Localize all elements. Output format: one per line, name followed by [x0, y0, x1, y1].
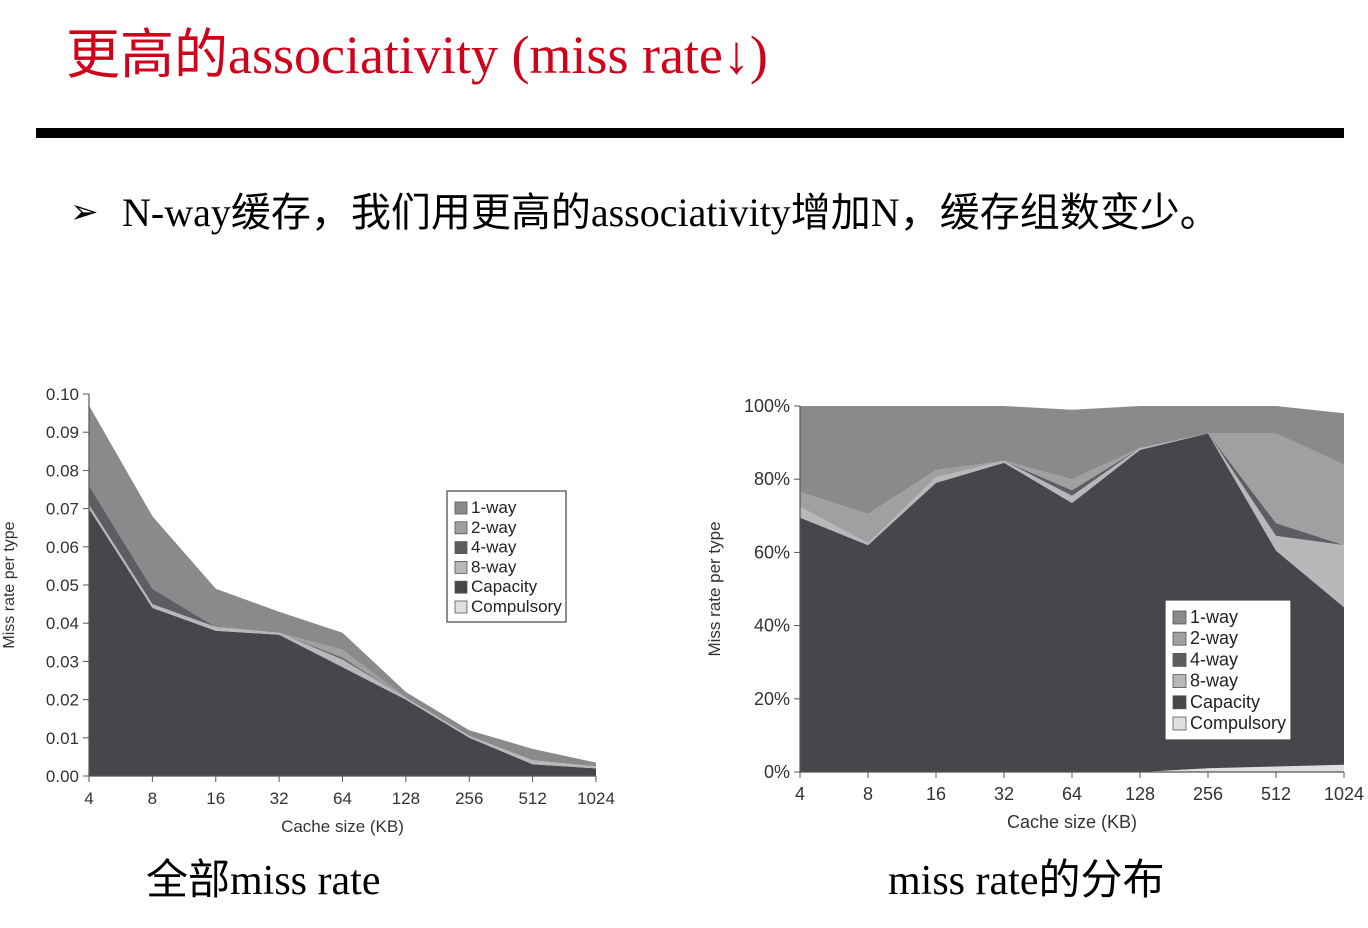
right-y-tick-label: 40% [754, 616, 790, 636]
right-x-tick-label: 512 [1261, 784, 1291, 804]
left-legend-swatch-2-way [454, 521, 468, 535]
right-x-tick-label: 256 [1193, 784, 1223, 804]
left-x-tick-label: 256 [455, 789, 483, 808]
right-x-tick-label: 1024 [1324, 784, 1364, 804]
left-y-tick-label: 0.02 [46, 691, 79, 710]
right-legend-label-4-way: 4-way [1190, 649, 1238, 669]
miss-rate-distribution-chart: 0% 20% 40% 60% 80% 100% 4 8 16 32 64 128 256 512 1024 C… [705, 396, 1364, 832]
left-legend-label-compulsory: Compulsory [471, 597, 562, 616]
right-y-tick-label: 60% [754, 542, 790, 562]
right-y-tick-label: 20% [754, 689, 790, 709]
right-y-tick-label: 0% [764, 762, 790, 782]
right-x-tick-label: 32 [994, 784, 1014, 804]
left-x-axis-label: Cache size (KB) [281, 817, 404, 836]
left-x-tick-label: 8 [148, 789, 157, 808]
right-legend-label-compulsory: Compulsory [1190, 713, 1286, 733]
left-x-tick-label: 64 [333, 789, 352, 808]
right-legend-swatch-1-way [1172, 610, 1187, 625]
right-x-tick-label: 8 [863, 784, 873, 804]
right-legend-label-8-way: 8-way [1190, 671, 1238, 691]
left-legend-swatch-4-way [454, 541, 468, 555]
title-divider [36, 128, 1344, 138]
right-y-axis-label: Miss rate per type [705, 521, 724, 656]
right-x-tick-label: 4 [795, 784, 805, 804]
right-x-tick-label: 16 [926, 784, 946, 804]
caption-total-miss-rate: 全部miss rate [146, 858, 381, 904]
left-legend-swatch-compulsory [454, 600, 468, 614]
left-x-tick-label: 4 [84, 789, 93, 808]
bullet-arrow-icon: ➢ [70, 194, 99, 231]
left-y-tick-label: 0.06 [46, 538, 79, 557]
left-y-tick-label: 0.05 [46, 576, 79, 595]
caption-miss-rate-distribution: miss rate的分布 [888, 858, 1165, 904]
left-legend-swatch-8-way [454, 560, 468, 574]
right-x-tick-label: 128 [1125, 784, 1155, 804]
bullet-text: N-way缓存，我们用更高的associativity增加N，缓存组数变少。 [122, 190, 1220, 235]
left-y-tick-label: 0.03 [46, 652, 79, 671]
right-y-tick-label: 80% [754, 469, 790, 489]
right-legend-swatch-capacity [1172, 695, 1187, 710]
right-area-compulsory [800, 764, 1344, 772]
left-x-tick-label: 512 [518, 789, 546, 808]
right-legend-label-capacity: Capacity [1190, 692, 1260, 712]
right-area-1-way [800, 406, 1344, 514]
right-legend-swatch-4-way [1172, 652, 1187, 667]
total-miss-rate-chart: 0.00 0.01 0.02 0.03 0.04 0.05 0.06 0.07 0.08 0.09… [1, 385, 615, 836]
left-y-tick-label: 0.07 [46, 500, 79, 519]
left-x-tick-label: 1024 [577, 789, 615, 808]
left-legend-label-1-way: 1-way [471, 498, 517, 517]
right-area-4-way [800, 433, 1344, 546]
left-y-tick-label: 0.04 [46, 614, 79, 633]
right-legend-swatch-compulsory [1172, 716, 1187, 731]
left-legend-label-capacity: Capacity [471, 577, 538, 596]
slide-title: 更高的associativity (miss rate↓) [66, 25, 768, 85]
left-area-capacity [89, 508, 596, 776]
right-legend-label-2-way: 2-way [1190, 628, 1238, 648]
right-legend-label-1-way: 1-way [1190, 607, 1238, 627]
left-x-tick-label: 128 [392, 789, 420, 808]
right-legend-swatch-2-way [1172, 631, 1187, 646]
left-y-tick-label: 0.08 [46, 461, 79, 480]
bullet-point: ➢ N-way缓存，我们用更高的associativity增加N，缓存组数变少。 [70, 184, 1310, 242]
left-legend-label-8-way: 8-way [471, 557, 517, 576]
right-x-tick-label: 64 [1062, 784, 1082, 804]
left-area-1-way [89, 405, 596, 767]
right-y-tick-label: 100% [744, 396, 790, 416]
left-y-tick-label: 0.09 [46, 423, 79, 442]
left-y-tick-label: 0.10 [46, 385, 79, 404]
right-x-axis-label: Cache size (KB) [1007, 812, 1137, 832]
left-legend-label-4-way: 4-way [471, 538, 517, 557]
right-area-2-way [800, 433, 1344, 546]
left-y-tick-label: 0.01 [46, 729, 79, 748]
right-legend-swatch-8-way [1172, 674, 1187, 689]
left-x-tick-label: 16 [206, 789, 225, 808]
left-y-axis-label: Miss rate per type [1, 521, 18, 648]
left-x-tick-label: 32 [270, 789, 289, 808]
left-legend-swatch-capacity [454, 580, 468, 594]
left-legend-label-2-way: 2-way [471, 518, 517, 537]
left-y-tick-label: 0.00 [46, 767, 79, 786]
left-legend-swatch-1-way [454, 501, 468, 515]
